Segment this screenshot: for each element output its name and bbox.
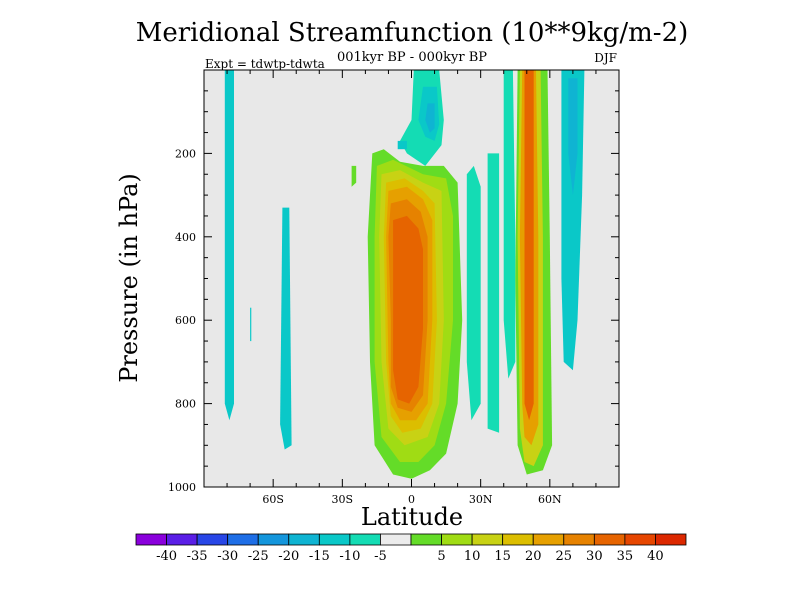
colorbar-swatch — [288, 533, 320, 546]
colorbar: -40 -35 -30 -25 -20 -15 -10 -5 5 10 15 20 25 30 35 40 — [135, 533, 687, 564]
contour-region-upper-negative-core — [425, 103, 435, 133]
contour-region-nh-positive-35 — [524, 70, 534, 421]
y-tick-label: 200 — [175, 147, 196, 160]
colorbar-swatch — [349, 533, 381, 546]
y-tick-label: 600 — [175, 314, 196, 327]
colorbar-label: -5 — [374, 549, 387, 564]
season-label: DJF — [594, 51, 617, 65]
colorbar-swatch — [166, 533, 198, 546]
chart-title: Meridional Streamfunction (10**9kg/m-2) — [136, 18, 689, 48]
x-axis-label: Latitude — [361, 503, 463, 531]
contour-region-nh-mid-negative — [503, 70, 516, 379]
colorbar-label: -40 — [156, 549, 177, 564]
colorbar-label: 25 — [556, 549, 573, 564]
colorbar-label: -20 — [278, 549, 299, 564]
colorbar-label: 35 — [617, 549, 634, 564]
colorbar-swatch — [593, 533, 626, 546]
colorbar-swatch — [257, 533, 290, 546]
contour-region-sh-negative-cell — [224, 70, 234, 421]
contour-region-sh-small-negative — [280, 207, 292, 450]
x-tick-label: 60S — [262, 493, 284, 506]
colorbar-label: 5 — [437, 549, 445, 564]
colorbar-label: -10 — [339, 549, 360, 564]
colorbar-swatch — [196, 533, 229, 546]
colorbar-label: 30 — [586, 549, 603, 564]
experiment-label: Expt = tdwtp-tdwta — [205, 57, 325, 71]
x-tick-label: 30N — [469, 493, 493, 506]
x-tick-label: 0 — [408, 493, 415, 506]
contour-region-nh-negative-right-inner — [568, 78, 578, 196]
colorbar-swatch — [380, 533, 412, 546]
colorbar-swatch — [227, 533, 259, 546]
colorbar-swatch — [441, 533, 473, 546]
contour-region-nh-negative-right — [561, 70, 585, 371]
y-axis-label: Pressure (in hPa) — [115, 173, 143, 383]
colorbar-label: 20 — [525, 549, 542, 564]
colorbar-label: -35 — [187, 549, 208, 564]
contour-region-left-sliver — [351, 165, 357, 187]
x-tick-label: 60N — [538, 493, 562, 506]
contour-regions — [224, 70, 585, 479]
colorbar-label: 15 — [494, 549, 511, 564]
colorbar-swatch — [532, 533, 565, 546]
x-tick-label: 30S — [332, 493, 354, 506]
colorbar-swatch — [624, 533, 656, 546]
contour-region-nh-negative-band-1 — [466, 165, 481, 421]
chart-subtitle: 001kyr BP - 000kyr BP — [337, 50, 487, 65]
y-tick-label: 1000 — [168, 481, 196, 494]
contour-region-tiny-negative — [250, 307, 252, 342]
colorbar-swatch — [502, 533, 534, 546]
y-tick-label: 800 — [175, 398, 196, 411]
colorbar-label: 10 — [464, 549, 481, 564]
contour-region-nh-negative-band-2 — [487, 153, 500, 433]
colorbar-label: -15 — [309, 549, 330, 564]
colorbar-label: -25 — [248, 549, 269, 564]
colorbar-swatch — [563, 533, 595, 546]
y-tick-label: 400 — [175, 231, 196, 244]
colorbar-swatch — [318, 533, 351, 546]
colorbar-swatch — [410, 533, 442, 546]
colorbar-swatch — [135, 533, 167, 546]
colorbar-swatch — [655, 533, 687, 546]
colorbar-swatch — [471, 533, 504, 546]
contour-region-small-negative-left — [397, 140, 407, 150]
colorbar-label: -30 — [217, 549, 238, 564]
axis-ticks: 60S 30S 0 30N 60N 200 400 600 800 1000 — [168, 70, 619, 506]
colorbar-label: 40 — [647, 549, 664, 564]
contour-region-equatorial-positive-35 — [393, 215, 423, 404]
